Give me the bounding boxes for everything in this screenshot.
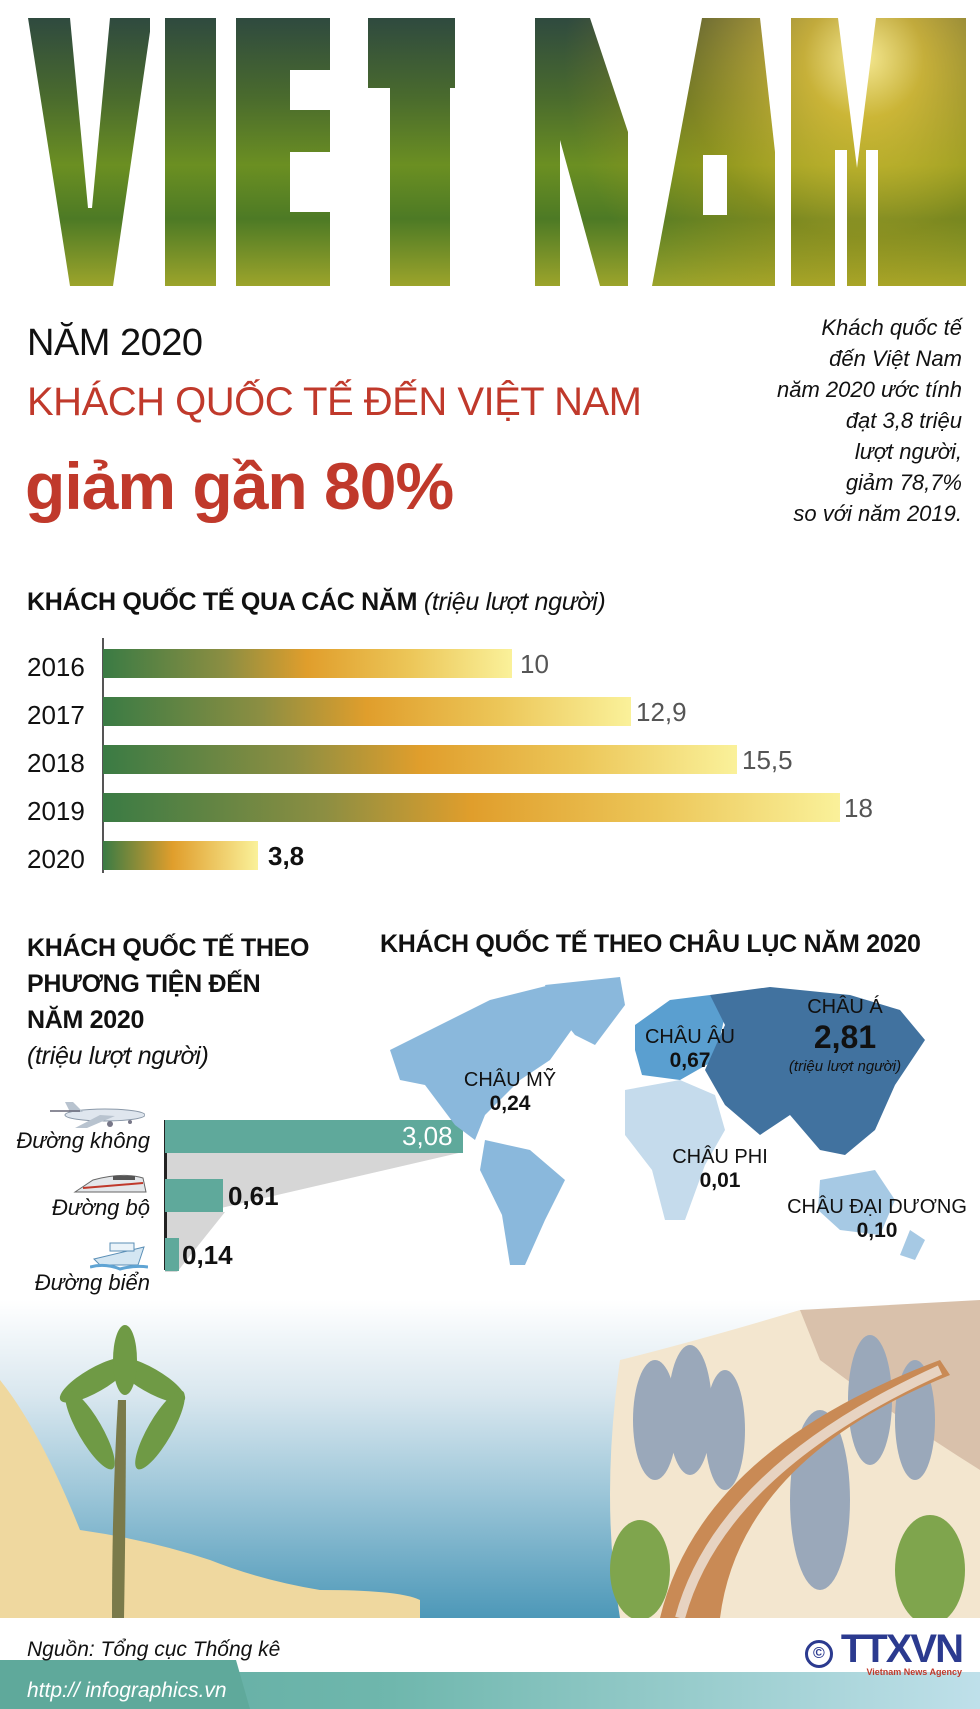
map-asia [705, 987, 925, 1155]
source-url-link[interactable]: http:// infographics.vn [27, 1679, 227, 1702]
summary-line: năm 2020 ước tính [776, 377, 962, 402]
bar-value: 18 [844, 793, 873, 823]
source-text: Nguồn: Tổng cục Thống kê [27, 1638, 281, 1661]
copyright-icon: © [804, 1640, 833, 1668]
bar [103, 745, 737, 774]
map-south-america [480, 1140, 565, 1265]
continent-name: CHÂU Á [807, 996, 883, 1018]
bar-value: 10 [520, 649, 549, 679]
summary-line: Khách quốc tế [821, 315, 962, 340]
continent-unit: (triệu lượt người) [788, 1058, 902, 1075]
continent-label-europe: CHÂU ÂU 0,67 [625, 1025, 755, 1073]
continent-name: CHÂU ÂU [644, 1026, 735, 1048]
continent-name: CHÂU ĐẠI DƯƠNG [787, 1196, 967, 1218]
bar-year-label: 2016 [27, 652, 85, 682]
yearly-unit: (triệu lượt người) [423, 588, 606, 616]
yearly-chart-title: KHÁCH QUỐC TẾ QUA CÁC NĂM (triệu lượt ng… [27, 588, 606, 617]
summary-line: so với năm 2019. [793, 501, 962, 526]
transport-unit: (triệu lượt người) [27, 1042, 209, 1070]
airplane-icon [45, 1100, 146, 1130]
summary-line: đến Việt Nam [829, 346, 962, 371]
ttxvn-logo: © TTXVN Vietnam News Agency [804, 1627, 964, 1677]
continent-label-asia: CHÂU Á 2,81 (triệu lượt người) [765, 995, 925, 1079]
map-oceania [818, 1170, 895, 1235]
continent-value: 0,67 [669, 1049, 711, 1072]
transport-bar-road [165, 1179, 223, 1212]
transport-value: 0,14 [182, 1240, 233, 1270]
bar-year-label: 2019 [27, 796, 85, 826]
continent-map-title: KHÁCH QUỐC TẾ THEO CHÂU LỤC NĂM 2020 [380, 930, 921, 958]
yearly-title-text: KHÁCH QUỐC TẾ QUA CÁC NĂM [27, 588, 418, 616]
transport-label: Đường không [16, 1128, 150, 1153]
headline-main: KHÁCH QUỐC TẾ ĐẾN VIỆT NAM [27, 380, 642, 424]
bar [103, 793, 840, 822]
continent-name: CHÂU MỸ [463, 1069, 557, 1091]
map-greenland [545, 977, 625, 1045]
palm-trunk [112, 1400, 126, 1618]
transport-title-line: NĂM 2020 [27, 1006, 145, 1034]
ship-icon [89, 1235, 149, 1271]
transport-label: Đường bộ [51, 1195, 150, 1220]
transport-bar-sea [165, 1238, 179, 1271]
logo-text: TTXVN [840, 1627, 964, 1671]
transport-value: 0,61 [228, 1181, 279, 1211]
bar-value: 3,8 [268, 841, 305, 871]
transport-bar-air [165, 1120, 463, 1153]
continent-label-americas: CHÂU MỸ 0,24 [445, 1068, 575, 1116]
transport-value: 3,08 [402, 1121, 453, 1151]
bar-value: 15,5 [742, 745, 793, 775]
agency-text: Vietnam News Agency [866, 1667, 962, 1677]
continent-label-africa: CHÂU PHI 0,01 [655, 1145, 785, 1193]
palm-leaves [59, 1325, 186, 1470]
bar-year-label: 2017 [27, 700, 85, 730]
beach-sand [0, 1380, 420, 1618]
footer-url-tab [0, 1660, 250, 1709]
continent-label-oceania: CHÂU ĐẠI DƯƠNG 0,10 [782, 1195, 972, 1243]
continent-value: 2,81 [813, 1019, 877, 1055]
summary-text: Khách quốc tế đến Việt Nam năm 2020 ước … [732, 312, 962, 529]
bar-year-label: 2018 [27, 748, 85, 778]
world-map [380, 965, 980, 1275]
summary-line: đạt 3,8 triệu [845, 408, 962, 433]
transport-title: KHÁCH QUỐC TẾ THEO PHƯƠNG TIỆN ĐẾN NĂM 2… [27, 930, 309, 1074]
bar [103, 649, 512, 678]
map-europe [635, 995, 725, 1080]
summary-line: lượt người, [854, 439, 962, 464]
transport-label: Đường biển [34, 1270, 150, 1295]
transport-title-line: PHƯƠNG TIỆN ĐẾN [27, 970, 261, 998]
headline-big: giảm gần 80% [25, 449, 454, 523]
bar [103, 841, 258, 870]
bar [103, 697, 631, 726]
transport-title-line: KHÁCH QUỐC TẾ THEO [27, 934, 310, 962]
train-icon [73, 1168, 148, 1194]
illustration-scene [0, 1300, 980, 1625]
map-north-america [390, 985, 575, 1140]
summary-line: giảm 78,7% [845, 470, 962, 495]
continent-name: CHÂU PHI [672, 1146, 768, 1168]
bar-year-label: 2020 [27, 844, 85, 874]
map-africa [625, 1080, 725, 1220]
headline-year: NĂM 2020 [27, 322, 203, 364]
golden-bridge [660, 1360, 950, 1618]
continent-value: 0,10 [856, 1219, 898, 1242]
bar-value: 12,9 [636, 697, 687, 727]
continent-value: 0,24 [489, 1092, 531, 1115]
continent-value: 0,01 [699, 1169, 741, 1192]
